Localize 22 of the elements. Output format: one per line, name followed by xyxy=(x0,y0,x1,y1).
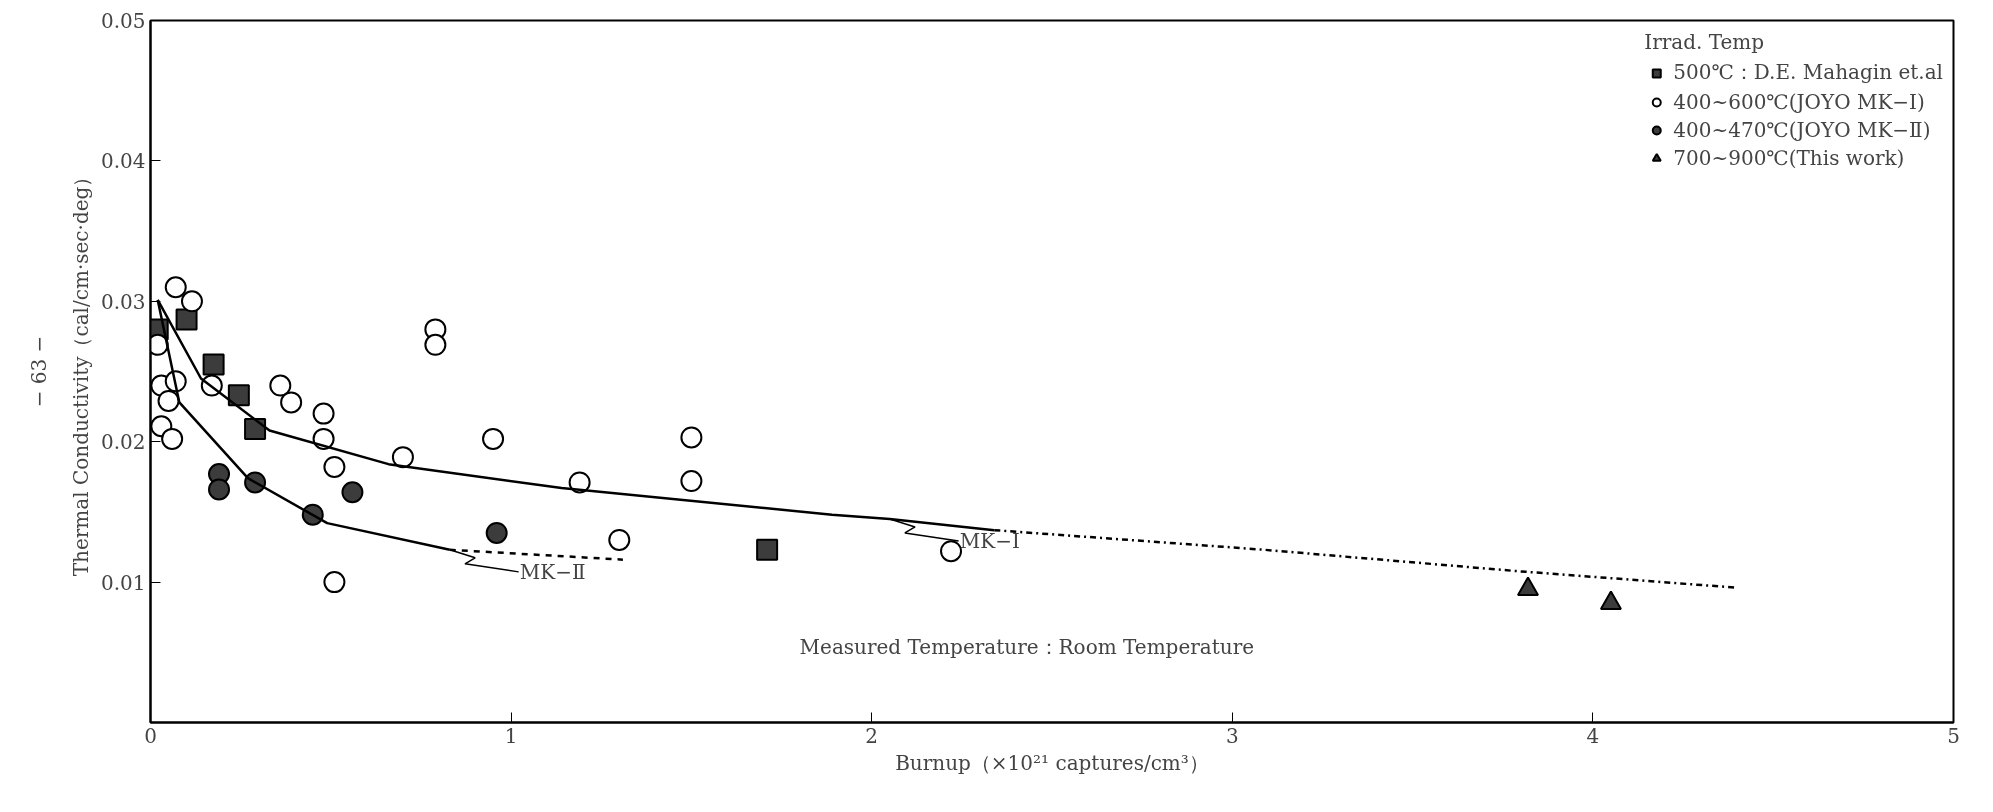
x-tick-label: 0 xyxy=(144,723,157,748)
y-tick-label: 0.01 xyxy=(100,570,146,595)
x-tick-label: 4 xyxy=(1586,723,1600,748)
y-tick-label: 0.02 xyxy=(100,430,146,455)
y-tick-label: 0.03 xyxy=(100,289,146,314)
text: − 63 − xyxy=(26,335,51,408)
y-axis-title: Thermal Conductivity（cal/cm·sec·deg） xyxy=(68,166,93,577)
legend-title: Irrad. Temp xyxy=(1644,30,1766,54)
y-tick-label: 0.04 xyxy=(100,149,146,174)
annotation: MK−Ⅰ xyxy=(959,528,1020,553)
annotation: Measured Temperature：Room Temperature xyxy=(799,635,1255,660)
x-tick-label: 1 xyxy=(504,723,518,748)
legend-label: 400~470℃(JOYO MK−Ⅱ) xyxy=(1673,118,1931,142)
x-tick-label: 3 xyxy=(1225,723,1239,748)
legend-label: 500℃：D.E. Mahagin et.al xyxy=(1673,59,1943,86)
annotation: MK−Ⅱ xyxy=(519,559,586,584)
legend-label: 700~900℃(This work) xyxy=(1673,146,1905,170)
legend-label: 400~600℃(JOYO MK−Ⅰ) xyxy=(1673,90,1925,114)
x-axis-title: Burnup（×10²¹ captures/cm³） xyxy=(895,750,1209,775)
y-tick-label: 0.05 xyxy=(100,9,146,33)
x-tick-label: 2 xyxy=(865,723,879,748)
x-tick-label: 5 xyxy=(1947,723,1960,748)
